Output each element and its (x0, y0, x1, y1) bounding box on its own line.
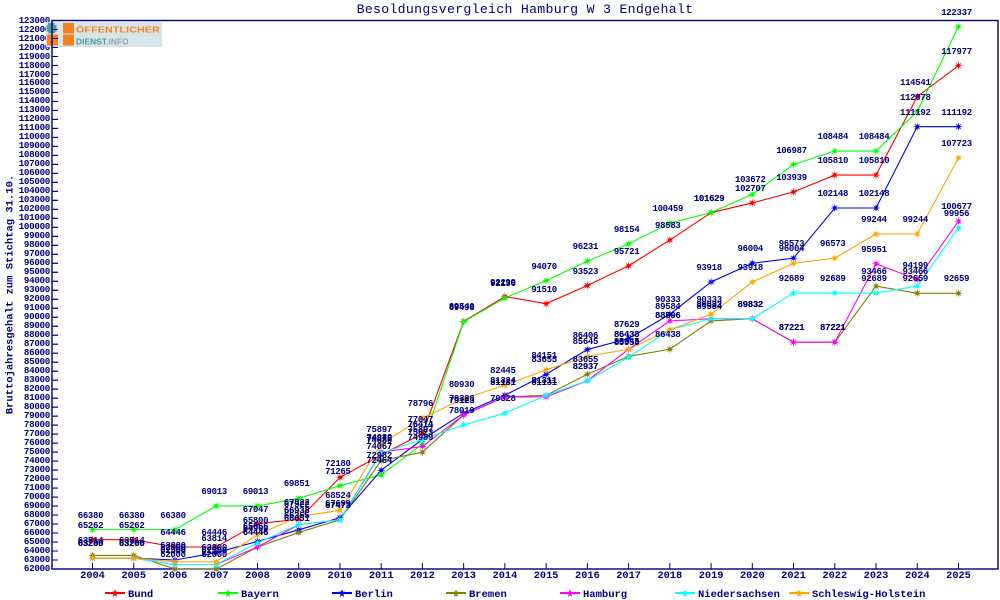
svg-text:DIENST.INFO: DIENST.INFO (76, 36, 129, 46)
svg-text:ÖFFENTLICHER: ÖFFENTLICHER (76, 24, 160, 34)
